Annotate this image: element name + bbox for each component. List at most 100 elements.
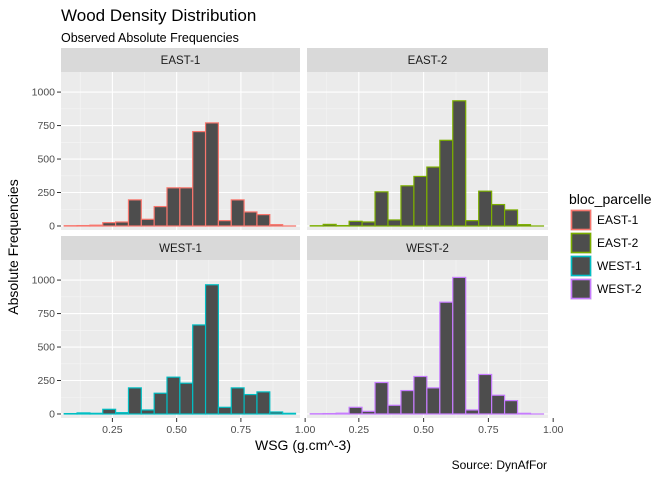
- chart-title: Wood Density Distribution: [61, 6, 256, 25]
- bar-west-2-bin-14: [479, 374, 492, 414]
- bar-west-2-bin-11: [440, 302, 453, 414]
- y-tick-label: 0: [49, 220, 55, 232]
- bar-east-1-bin-12: [206, 123, 219, 226]
- bar-west-2-bin-9: [414, 376, 427, 413]
- bar-west-1-bin-16: [257, 392, 270, 414]
- legend-label-west-1: WEST-1: [597, 259, 642, 273]
- bar-east-1-bin-15: [244, 212, 257, 226]
- bar-west-1-bin-18: [283, 413, 296, 414]
- bar-east-2-bin-15: [492, 205, 505, 226]
- legend-title: bloc_parcelle: [569, 191, 652, 207]
- legend-swatch-east-2: [572, 234, 591, 253]
- bar-east-2-bin-5: [362, 222, 375, 226]
- bar-west-2-bin-6: [375, 383, 388, 414]
- bar-west-2-bin-8: [401, 391, 414, 414]
- y-tick-label: 500: [37, 342, 55, 354]
- bar-west-2-bin-16: [505, 401, 518, 414]
- x-tick-label: 0.50: [166, 424, 187, 436]
- bar-east-1-bin-5: [116, 222, 129, 226]
- x-tick-label: 0.25: [102, 424, 123, 436]
- x-tick-label: 1.00: [295, 424, 316, 436]
- bar-west-2-bin-17: [518, 413, 531, 414]
- bar-west-2-bin-7: [388, 405, 401, 414]
- x-tick-label: 0.75: [478, 424, 499, 436]
- legend-swatch-west-2: [572, 280, 591, 299]
- bar-west-1-bin-2: [77, 413, 90, 414]
- bar-west-1-bin-10: [180, 383, 193, 414]
- bar-west-2-bin-12: [453, 277, 466, 414]
- bar-east-2-bin-10: [427, 167, 440, 226]
- y-tick-label: 500: [37, 154, 55, 166]
- chart-caption: Source: DynAfFor: [452, 458, 547, 472]
- x-tick-label: 0.75: [231, 424, 252, 436]
- bar-west-1-bin-11: [193, 325, 206, 414]
- bar-west-2-bin-4: [349, 407, 362, 414]
- legend-label-west-2: WEST-2: [597, 282, 642, 296]
- bar-east-1-bin-7: [141, 219, 154, 226]
- legend-swatch-west-1: [572, 257, 591, 276]
- legend-item-west-2: WEST-2: [570, 278, 642, 300]
- bar-west-1-bin-9: [167, 377, 180, 414]
- bar-west-2-bin-10: [427, 388, 440, 414]
- facet-panels: EAST-1 0 250 500 750 1000 EAST-2 WEST-1 0 250 500 7…: [32, 48, 564, 436]
- panel-west-1: WEST-1 0 250 500 750 1000 0.25 0.50 0.75 1.00: [32, 236, 316, 436]
- bar-east-2-bin-14: [479, 191, 492, 226]
- bar-east-2-bin-9: [414, 176, 427, 226]
- legend-swatch-east-1: [572, 211, 591, 230]
- bar-east-1-bin-6: [128, 200, 141, 226]
- bar-west-2-bin-13: [466, 410, 479, 414]
- legend-item-east-1: EAST-1: [570, 209, 639, 231]
- bar-west-1-bin-13: [218, 407, 231, 414]
- legend-item-west-1: WEST-1: [570, 255, 642, 277]
- y-tick-label: 1000: [32, 275, 56, 287]
- bar-west-1-bin-12: [206, 285, 219, 414]
- bar-east-1-bin-3: [90, 225, 103, 226]
- bar-east-1-bin-17: [270, 225, 283, 226]
- y-tick-label: 750: [37, 308, 55, 320]
- bar-east-2-bin-8: [401, 186, 414, 226]
- y-tick-label: 250: [37, 375, 55, 387]
- bar-east-1-bin-4: [103, 223, 116, 226]
- bar-east-2-bin-13: [466, 221, 479, 226]
- bar-east-1-bin-14: [231, 200, 244, 226]
- x-tick-label: 0.25: [349, 424, 370, 436]
- strip-label-west-1: WEST-1: [159, 243, 202, 255]
- bar-west-1-bin-4: [103, 409, 116, 414]
- legend-label-east-1: EAST-1: [597, 213, 639, 227]
- bar-west-2-bin-5: [362, 411, 375, 414]
- bar-east-2-bin-4: [349, 221, 362, 226]
- bar-east-2-bin-12: [453, 101, 466, 226]
- bar-east-2-bin-6: [375, 192, 388, 226]
- bar-east-1-bin-13: [218, 221, 231, 226]
- strip-label-east-1: EAST-1: [161, 55, 201, 67]
- bar-east-1-bin-10: [180, 188, 193, 226]
- bar-east-1-bin-8: [154, 207, 167, 226]
- bar-west-2-bin-3: [336, 413, 349, 414]
- strip-label-west-2: WEST-2: [406, 243, 449, 255]
- panel-east-2: EAST-2: [307, 48, 553, 230]
- strip-label-east-2: EAST-2: [408, 55, 448, 67]
- bar-east-1-bin-16: [257, 215, 270, 226]
- y-axis-title: Absolute Frequencies: [5, 179, 21, 314]
- x-axis-title: WSG (g.cm^-3): [255, 437, 351, 453]
- bar-west-1-bin-14: [231, 388, 244, 414]
- bar-east-2-bin-16: [505, 210, 518, 226]
- legend: bloc_parcelle EAST-1 EAST-2 WEST-1 WEST-2: [569, 191, 652, 300]
- legend-item-east-2: EAST-2: [570, 232, 639, 254]
- legend-label-east-2: EAST-2: [597, 236, 639, 250]
- x-tick-label: 1.00: [543, 424, 564, 436]
- bar-west-2-bin-15: [492, 395, 505, 414]
- bar-east-2-bin-11: [440, 140, 453, 226]
- bar-west-1-bin-8: [154, 393, 167, 414]
- bar-east-1-bin-9: [167, 188, 180, 226]
- y-tick-label: 250: [37, 187, 55, 199]
- bar-west-1-bin-3: [90, 413, 103, 414]
- chart-subtitle: Observed Absolute Frequencies: [61, 31, 239, 45]
- y-tick-label: 0: [49, 408, 55, 420]
- bar-west-1-bin-5: [116, 413, 129, 414]
- bar-west-1-bin-17: [270, 412, 283, 414]
- bar-east-2-bin-17: [518, 225, 531, 226]
